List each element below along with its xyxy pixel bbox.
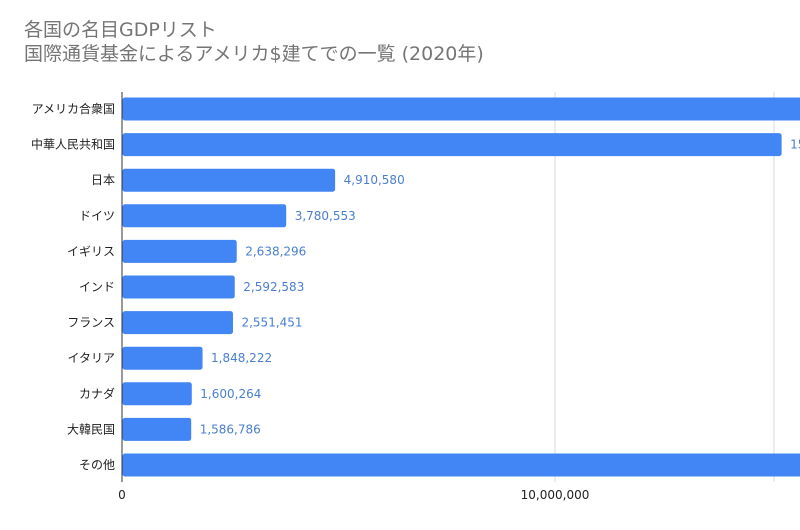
category-label: ドイツ [79,209,115,223]
bar [122,417,192,441]
data-label: 15,222,155 [790,138,800,152]
bar [122,168,336,192]
category-label: イギリス [67,244,115,258]
data-label: 2,638,296 [245,244,306,258]
bar [122,346,203,370]
bar [122,239,237,263]
data-label: 1,848,222 [211,351,272,365]
category-label: 日本 [91,173,115,187]
bar [122,133,782,157]
category-label: インド [79,280,115,294]
category-label: その他 [79,458,115,472]
bar [122,311,233,335]
chart-title-block: 各国の名目GDPリスト 国際通貨基金によるアメリカ$建てでの一覧 (2020年) [24,18,484,66]
data-label: 1,586,786 [200,422,261,436]
category-label: カナダ [79,386,115,401]
bars [122,97,800,477]
category-label: 中華人民共和国 [31,137,115,152]
data-label: 2,551,451 [241,316,302,330]
bar [122,453,800,477]
bar [122,204,287,228]
bar [122,275,235,299]
x-tick-label: 10,000,000 [521,488,590,502]
chart-subtitle: 国際通貨基金によるアメリカ$建てでの一覧 (2020年) [24,43,484,65]
data-label: 4,910,580 [344,173,405,187]
labels: 010,000,00020,000,000アメリカ合衆国20,807,269中華… [31,101,800,502]
chart-title: 各国の名目GDPリスト [24,19,217,41]
data-label: 1,600,264 [200,387,261,401]
category-label: イタリア [67,351,115,365]
category-label: アメリカ合衆国 [32,101,115,116]
bar [122,382,192,406]
gridlines [121,92,775,482]
category-label: フランス [67,316,115,330]
bar [122,97,800,121]
x-tick-label: 0 [118,488,126,502]
data-label: 2,592,583 [243,280,304,294]
category-label: 大韓民国 [67,422,115,436]
data-label: 3,780,553 [295,209,356,223]
